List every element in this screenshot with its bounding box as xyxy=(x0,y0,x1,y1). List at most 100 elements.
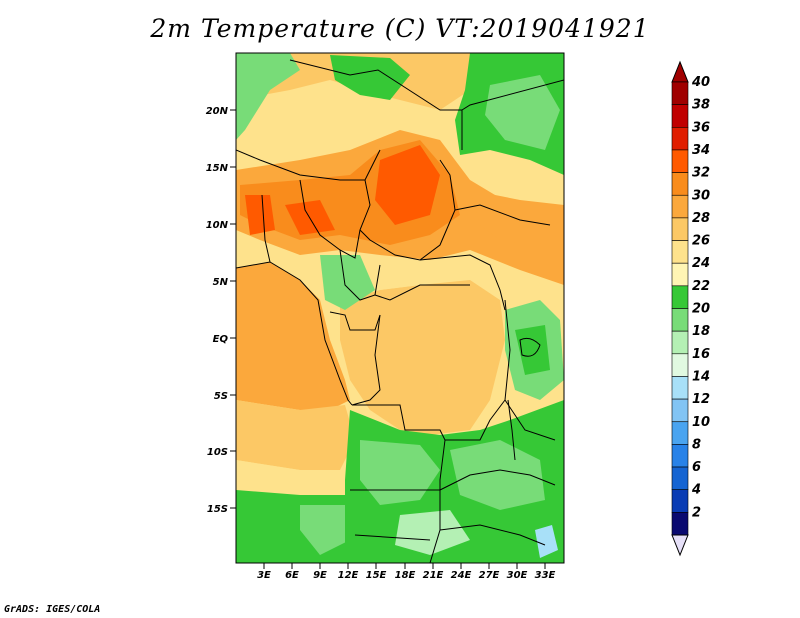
field-south-lightgreen-1 xyxy=(360,440,440,505)
lon-label: 21E xyxy=(423,570,444,581)
border-coast xyxy=(236,261,353,406)
field-ne-lightgreen xyxy=(485,75,560,150)
colorbar-segment xyxy=(671,330,689,355)
lon-label: 3E xyxy=(257,570,271,581)
lat-labels: 20N 15N 10N 5N EQ 5S 10S 15S xyxy=(206,106,229,515)
colorbar-label: 38 xyxy=(692,98,710,113)
colorbar-label: 6 xyxy=(692,460,701,475)
colorbar-segment xyxy=(671,172,689,196)
colorbar: 40 38 36 34 32 30 28 26 24 22 20 18 16 14 12 10 8 6 4 2 xyxy=(671,60,710,557)
border-5 xyxy=(261,194,271,263)
lon-axis xyxy=(263,563,546,569)
country-borders xyxy=(236,59,564,563)
colorbar-segment xyxy=(671,240,689,264)
field-east-lakes-dark xyxy=(515,325,550,375)
colorbar-label: 14 xyxy=(692,369,710,384)
border-18 xyxy=(461,79,564,111)
colorbar-label: 2 xyxy=(692,505,701,520)
colorbar-segment xyxy=(671,512,689,536)
border-16 xyxy=(354,534,431,541)
colorbar-segment xyxy=(671,217,689,241)
colorbar-segment xyxy=(671,444,689,468)
colorbar-label: 34 xyxy=(692,143,710,158)
lat-label: 5N xyxy=(213,277,229,288)
colorbar-label: 30 xyxy=(692,188,710,203)
lat-label: 20N xyxy=(206,106,229,117)
lon-label: 24E xyxy=(451,570,472,581)
lon-label: 33E xyxy=(535,570,556,581)
lat-label: 5S xyxy=(214,391,228,402)
field-ocean-28 xyxy=(236,400,355,470)
colorbar-label: 10 xyxy=(692,415,710,430)
colorbar-label: 24 xyxy=(692,256,710,271)
footer-credit: GrADS: IGES/COLA xyxy=(4,604,101,615)
map-panel xyxy=(236,53,564,563)
colorbar-labels: 40 38 36 34 32 30 28 26 24 22 20 18 16 14 12 10 8 6 4 2 xyxy=(691,75,710,520)
field-north-green xyxy=(330,55,410,100)
border-13 xyxy=(429,439,446,563)
colorbar-segment xyxy=(671,421,689,445)
lon-labels: 3E 6E 9E 12E 15E 18E 21E 24E 27E 30E 33E xyxy=(257,570,555,581)
field-sahel-34 xyxy=(375,145,440,225)
lat-label: 15S xyxy=(207,504,228,515)
colorbar-segment xyxy=(671,353,689,377)
colorbar-segment xyxy=(671,262,689,287)
border-10 xyxy=(351,314,381,406)
field-south-lightgreen-3 xyxy=(395,510,470,555)
colorbar-label: 20 xyxy=(692,302,710,317)
field-south-lightgreen-2 xyxy=(450,440,545,510)
colorbar-label: 22 xyxy=(692,279,710,294)
colorbar-segment xyxy=(671,308,689,332)
border-7 xyxy=(419,254,506,311)
border-17 xyxy=(439,524,546,546)
colorbar-label: 8 xyxy=(692,437,701,452)
lat-label: EQ xyxy=(213,334,229,345)
lon-label: 15E xyxy=(366,570,387,581)
colorbar-label: 26 xyxy=(692,234,710,249)
colorbar-segment xyxy=(671,285,689,309)
lon-label: 27E xyxy=(479,570,500,581)
field-east-30 xyxy=(470,190,564,245)
colorbar-segment xyxy=(671,398,689,423)
border-11 xyxy=(352,399,506,441)
colorbar-label: 16 xyxy=(692,347,710,362)
colorbar-label: 36 xyxy=(692,120,710,135)
border-12 xyxy=(504,299,556,441)
lat-axis xyxy=(230,109,236,509)
field-central-28 xyxy=(340,280,505,435)
lon-label: 12E xyxy=(338,570,359,581)
field-ocean-26 xyxy=(236,460,350,495)
field-ocean-south-light xyxy=(300,505,350,555)
colorbar-segment xyxy=(671,466,689,490)
border-8 xyxy=(374,284,470,301)
border-lake-victoria xyxy=(519,337,541,357)
border-3 xyxy=(359,159,456,261)
border-6 xyxy=(339,249,381,301)
map-frame xyxy=(235,52,565,564)
border-1 xyxy=(289,59,463,150)
border-2 xyxy=(236,149,381,181)
border-9 xyxy=(329,311,381,331)
colorbar-label: 4 xyxy=(691,483,701,498)
lon-label: 30E xyxy=(507,570,528,581)
field-cameroon-green xyxy=(320,255,375,310)
colorbar-label: 28 xyxy=(692,211,710,226)
field-cold-patch xyxy=(535,525,558,558)
border-lake-tanganyika xyxy=(507,399,516,461)
colorbar-segment xyxy=(671,81,689,105)
colorbar-over-triangle xyxy=(671,60,689,83)
lon-label: 9E xyxy=(313,570,327,581)
colorbar-label: 40 xyxy=(691,75,710,90)
colorbar-segment xyxy=(671,489,689,513)
colorbar-segment xyxy=(671,127,689,151)
border-19 xyxy=(454,204,551,226)
lat-label: 10N xyxy=(206,220,229,231)
colorbar-under-triangle xyxy=(671,534,689,557)
lon-label: 6E xyxy=(285,570,299,581)
chart-title: 2m Temperature (C) VT:2019041921 xyxy=(150,14,650,43)
colorbar-segment xyxy=(671,104,689,128)
colorbar-label: 18 xyxy=(692,324,710,339)
border-15 xyxy=(439,469,556,491)
colorbar-segment xyxy=(671,194,689,219)
